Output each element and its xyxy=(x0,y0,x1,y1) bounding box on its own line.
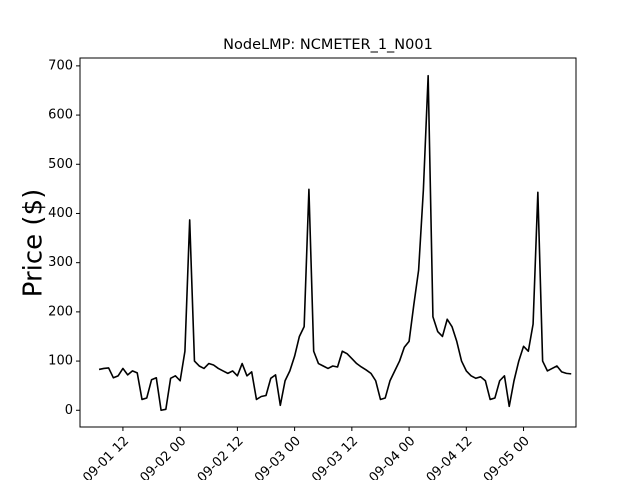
y-tick-label: 700 xyxy=(48,58,73,73)
y-tick-label: 200 xyxy=(48,304,73,319)
y-tick-label: 400 xyxy=(48,206,73,221)
y-tick-label: 300 xyxy=(48,255,73,270)
y-tick-label: 0 xyxy=(65,403,73,418)
y-tick-label: 100 xyxy=(48,354,73,369)
y-tick-label: 500 xyxy=(48,157,73,172)
chart-title: NodeLMP: NCMETER_1_N001 xyxy=(223,37,433,53)
price-line xyxy=(98,74,572,412)
plot-frame xyxy=(79,57,577,428)
y-tick-label: 600 xyxy=(48,108,73,123)
y-axis-label: Price ($) xyxy=(19,189,49,298)
